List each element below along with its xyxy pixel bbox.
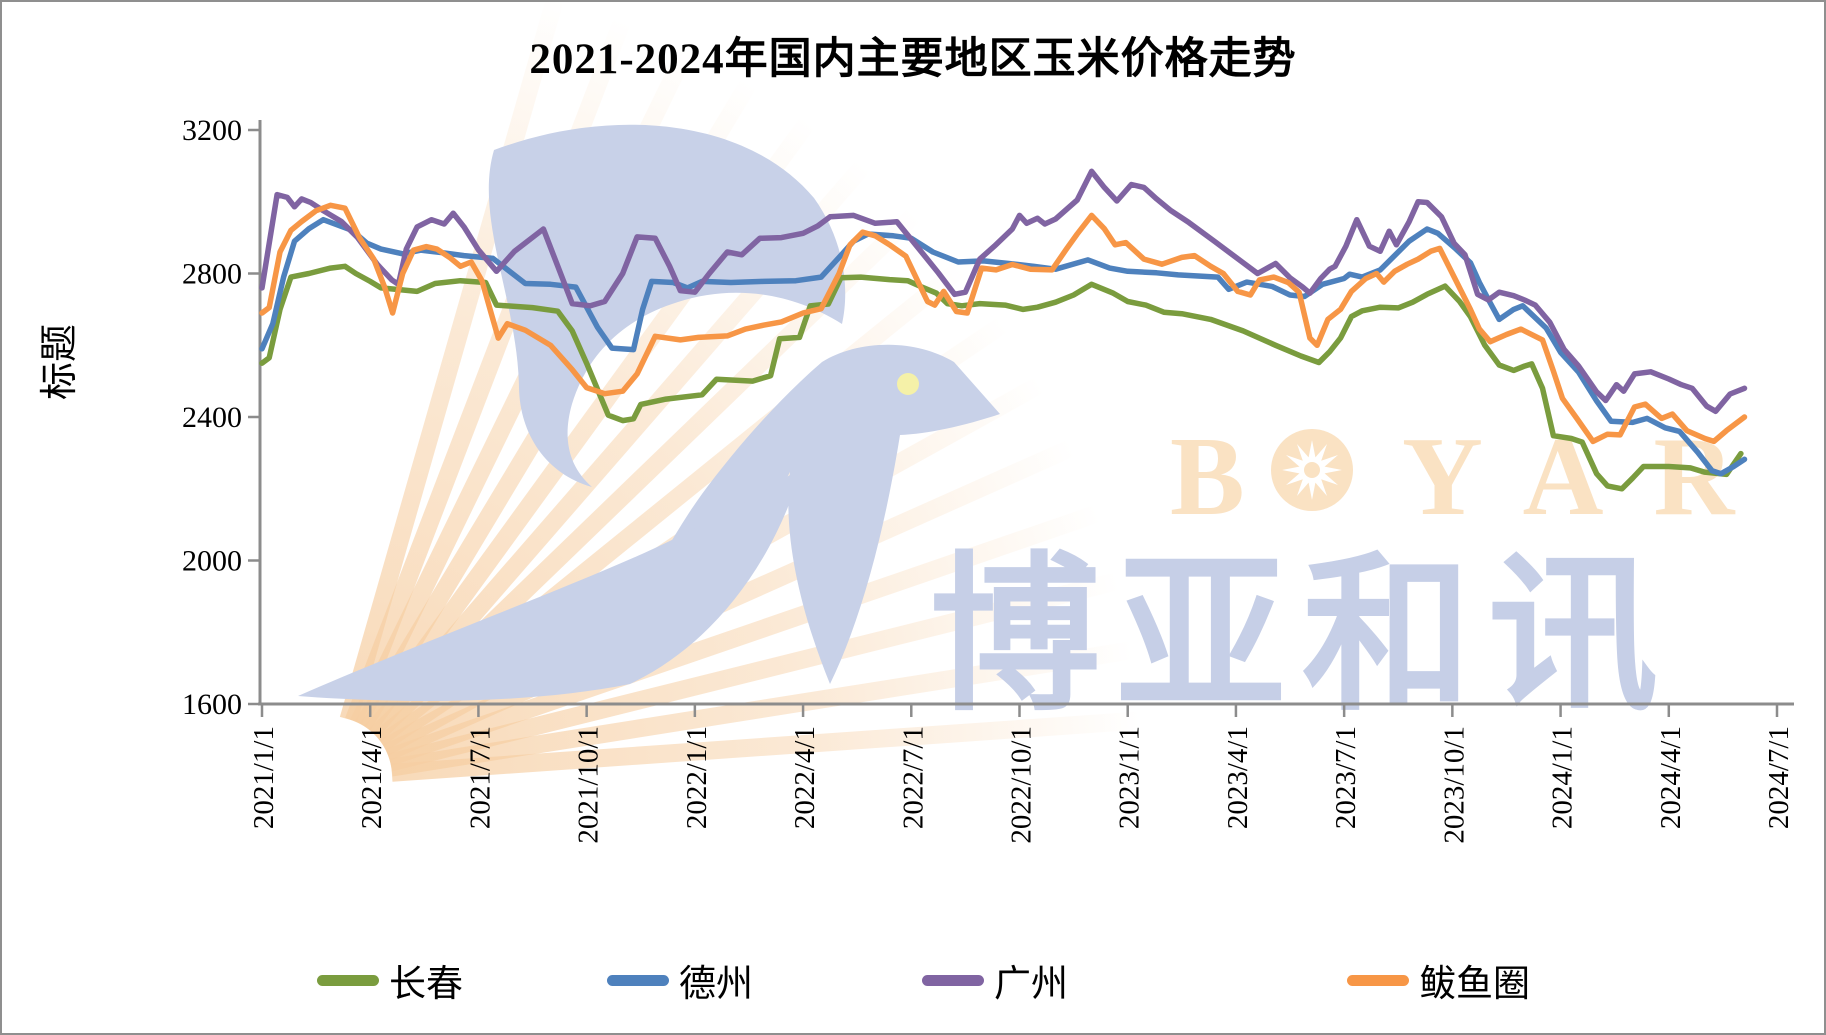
tick-marks — [248, 128, 1779, 717]
legend-item-dezhou: 德州 — [607, 957, 753, 1005]
svg-text:2021/7/1: 2021/7/1 — [464, 726, 496, 829]
y-axis-title: 标题 — [39, 324, 81, 401]
svg-text:2024/7/1: 2024/7/1 — [1763, 726, 1795, 829]
legend-item-changchun: 长春 — [317, 957, 463, 1005]
axes — [258, 120, 1794, 706]
legend-swatch-changchun — [317, 974, 379, 986]
svg-text:2021/10/1: 2021/10/1 — [573, 726, 605, 844]
y-tick-labels: 1600 2000 2400 2800 3200 — [182, 114, 242, 721]
svg-text:2023/7/1: 2023/7/1 — [1330, 726, 1362, 829]
series-line-广州 — [259, 168, 1748, 415]
svg-text:2022/4/1: 2022/4/1 — [789, 726, 821, 829]
bird-eye — [897, 373, 919, 395]
svg-text:B: B — [1170, 415, 1245, 539]
legend-label-bayuquan: 鲅鱼圈 — [1419, 964, 1530, 1005]
svg-text:2021/4/1: 2021/4/1 — [356, 726, 388, 829]
svg-text:2400: 2400 — [182, 401, 242, 434]
series-line-鲅鱼圈 — [259, 202, 1748, 445]
svg-text:2024/4/1: 2024/4/1 — [1655, 726, 1687, 829]
svg-text:2024/1/1: 2024/1/1 — [1547, 726, 1579, 829]
legend-label-guangzhou: 广州 — [994, 964, 1068, 1005]
chart-title: 2021-2024年国内主要地区玉米价格走势 — [529, 36, 1297, 83]
svg-text:3200: 3200 — [182, 114, 242, 147]
svg-text:2023/1/1: 2023/1/1 — [1114, 726, 1146, 829]
svg-text:2800: 2800 — [182, 258, 242, 291]
legend-swatch-bayuquan — [1347, 974, 1409, 986]
svg-text:1600: 1600 — [182, 688, 242, 721]
svg-text:2022/7/1: 2022/7/1 — [897, 726, 929, 829]
legend-item-guangzhou: 广州 — [922, 957, 1068, 1005]
legend-label-changchun: 长春 — [389, 964, 463, 1005]
legend-item-bayuquan: 鲅鱼圈 — [1347, 957, 1530, 1005]
watermark-brand-zh: 博亚和讯 — [930, 543, 1674, 731]
series-line-长春 — [259, 263, 1744, 492]
svg-text:2023/4/1: 2023/4/1 — [1222, 726, 1254, 829]
boyar-bird-logo — [298, 124, 1000, 701]
legend-label-dezhou: 德州 — [679, 964, 753, 1005]
x-tick-labels: 2021/1/1 2021/4/1 2021/7/1 2021/10/1 2022/1/… — [248, 726, 1795, 844]
legend-swatch-dezhou — [607, 974, 669, 986]
svg-text:2022/10/1: 2022/10/1 — [1006, 726, 1038, 844]
svg-text:2022/1/1: 2022/1/1 — [681, 726, 713, 829]
svg-text:2000: 2000 — [182, 545, 242, 578]
svg-text:2023/10/1: 2023/10/1 — [1438, 726, 1470, 844]
legend-swatch-guangzhou — [922, 974, 984, 986]
svg-text:2021/1/1: 2021/1/1 — [248, 726, 280, 829]
